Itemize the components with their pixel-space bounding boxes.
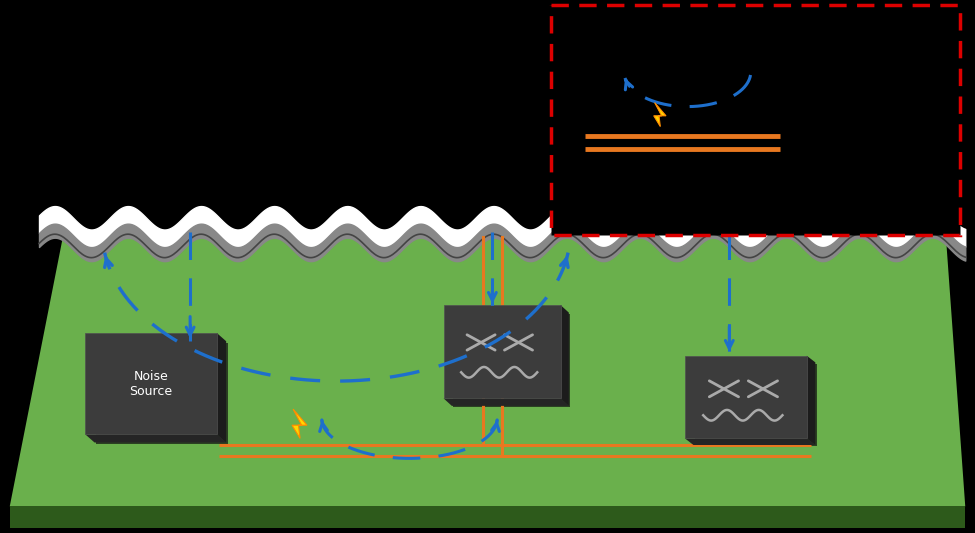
Polygon shape xyxy=(561,305,568,406)
Polygon shape xyxy=(695,364,817,446)
Polygon shape xyxy=(654,102,666,126)
Polygon shape xyxy=(807,356,815,445)
Polygon shape xyxy=(216,333,226,442)
Polygon shape xyxy=(86,434,226,442)
Text: Noise
Source: Noise Source xyxy=(130,370,173,398)
Polygon shape xyxy=(684,356,807,438)
Polygon shape xyxy=(10,506,965,528)
Bar xyxy=(551,5,960,235)
Polygon shape xyxy=(86,333,216,434)
Polygon shape xyxy=(684,438,815,445)
Polygon shape xyxy=(292,409,307,438)
Polygon shape xyxy=(10,235,965,506)
Polygon shape xyxy=(292,409,307,438)
Polygon shape xyxy=(654,102,666,126)
Polygon shape xyxy=(444,305,561,399)
Polygon shape xyxy=(444,399,568,406)
Polygon shape xyxy=(453,314,570,407)
Polygon shape xyxy=(97,343,228,444)
